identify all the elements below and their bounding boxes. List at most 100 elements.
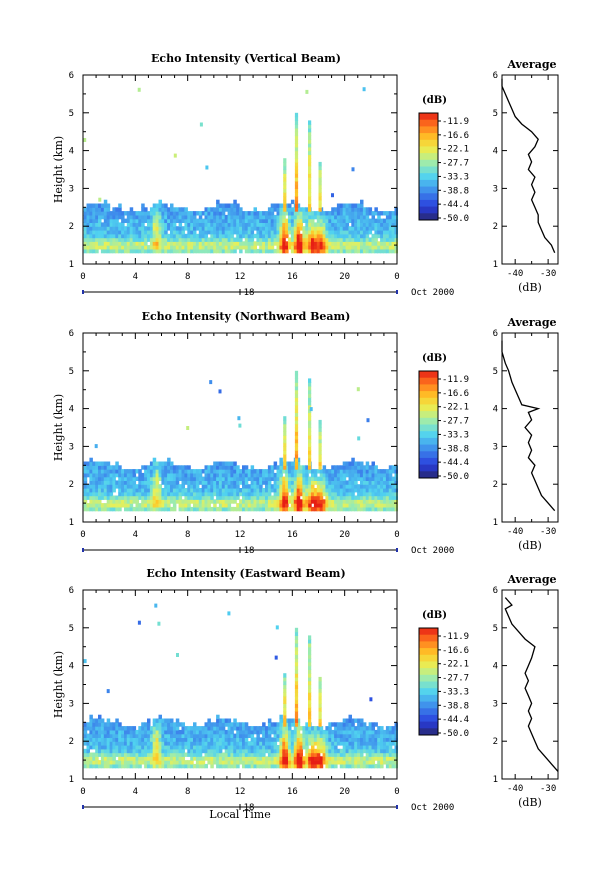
heatmap-cell xyxy=(118,226,122,231)
heatmap-cell xyxy=(250,760,255,765)
heatmap-cell xyxy=(273,722,278,727)
profile-x-axis-label: (dB) xyxy=(518,281,542,294)
heatmap-cell xyxy=(247,488,252,493)
heatmap-cell xyxy=(170,207,174,212)
heatmap-cell xyxy=(360,233,364,239)
heatmap-cell xyxy=(132,211,137,216)
heatmap-cell xyxy=(319,756,324,761)
heatmap-cell xyxy=(89,756,93,761)
heatmap-cell xyxy=(276,756,280,761)
heatmap-cell xyxy=(357,222,361,227)
heatmap-cell xyxy=(135,741,139,746)
heatmap-cell xyxy=(112,760,116,765)
heatmap-cell xyxy=(132,488,137,493)
heatmap-cell xyxy=(216,726,220,731)
heatmap-cell xyxy=(213,499,217,504)
heatmap-cell xyxy=(204,222,208,227)
heatmap-cell xyxy=(316,495,321,500)
heatmap-cell xyxy=(290,245,295,250)
heatmap-cell xyxy=(210,737,214,742)
heatmap-cell xyxy=(276,207,280,212)
heatmap-cell xyxy=(334,222,338,227)
heatmap-cell xyxy=(360,226,364,231)
heatmap-cell xyxy=(92,465,96,470)
heatmap-cell xyxy=(198,491,203,497)
heatmap-cell xyxy=(135,484,139,489)
heatmap-cell xyxy=(210,233,214,239)
heatmap-cell xyxy=(308,707,312,712)
heatmap-cell xyxy=(339,469,344,474)
heatmap-cell xyxy=(345,491,350,497)
heatmap-cell xyxy=(331,214,335,220)
heatmap-cell xyxy=(187,737,191,742)
heatmap-cell xyxy=(216,760,220,765)
heatmap-cell xyxy=(167,760,171,765)
heatmap-cell xyxy=(371,729,375,735)
profile-x-axis-label: (dB) xyxy=(518,539,542,552)
heatmap-cell xyxy=(357,741,361,746)
x-tick-label: 20 xyxy=(339,272,350,282)
heatmap-cell xyxy=(259,480,263,485)
colorbar-segment xyxy=(419,417,438,425)
heatmap-cell xyxy=(308,646,312,652)
heatmap-cell xyxy=(305,226,309,231)
heatmap-cell xyxy=(342,211,347,216)
profile-y-tick-label: 4 xyxy=(493,405,498,415)
heatmap-cell xyxy=(339,233,344,239)
heatmap-cell xyxy=(262,488,266,493)
heatmap-cell xyxy=(242,745,246,750)
heatmap-cell xyxy=(293,248,298,254)
heatmap-cell xyxy=(103,218,108,223)
heatmap-cell xyxy=(270,241,275,246)
heatmap-cell xyxy=(244,748,249,754)
heatmap-cell xyxy=(167,469,171,474)
heatmap-cell xyxy=(221,472,226,478)
heatmap-cell xyxy=(132,726,137,731)
heatmap-cell xyxy=(205,165,209,170)
heatmap-cell xyxy=(308,665,312,670)
heatmap-cell xyxy=(331,503,335,508)
heatmap-cell xyxy=(383,233,387,239)
heatmap-cell xyxy=(92,214,96,220)
heatmap-cell xyxy=(103,222,108,227)
heatmap-cell xyxy=(98,760,102,765)
heatmap-cell xyxy=(233,245,237,250)
heatmap-cell xyxy=(89,484,93,489)
heatmap-cell xyxy=(221,752,226,757)
heatmap-cell xyxy=(158,472,162,478)
heatmap-cell xyxy=(195,245,200,250)
heatmap-cell xyxy=(242,741,246,746)
heatmap-cell xyxy=(221,729,226,735)
heatmap-cell xyxy=(109,488,114,493)
heatmap-cell xyxy=(141,226,145,231)
heatmap-cell xyxy=(316,484,321,489)
heatmap-cell xyxy=(302,465,306,470)
heatmap-cell xyxy=(313,476,318,481)
date-label: Oct 2000 xyxy=(411,546,454,556)
heatmap-cell xyxy=(305,499,309,504)
heatmap-cell xyxy=(170,465,174,470)
heatmap-cell xyxy=(230,756,234,761)
heatmap-cell xyxy=(262,752,266,757)
heatmap-cell xyxy=(242,503,246,508)
heatmap-cell xyxy=(100,461,105,466)
colorbar-segment xyxy=(419,641,438,649)
heatmap-cell xyxy=(374,763,378,769)
heatmap-cell xyxy=(365,763,370,769)
heatmap-cell xyxy=(342,503,347,508)
heatmap-cell xyxy=(170,752,174,757)
heatmap-cell xyxy=(83,138,87,142)
heatmap-cell xyxy=(98,726,102,731)
heatmap-cell xyxy=(184,226,188,231)
heatmap-cell xyxy=(167,726,171,731)
heatmap-cell xyxy=(193,763,197,769)
heatmap-cell xyxy=(368,226,373,231)
heatmap-cell xyxy=(115,472,119,478)
heatmap-cell xyxy=(124,760,128,765)
y-tick-label: 4 xyxy=(69,147,74,157)
heatmap-cell xyxy=(294,382,299,387)
heatmap-cell xyxy=(126,488,131,493)
heatmap-cell xyxy=(305,476,309,481)
heatmap-cell xyxy=(124,488,128,493)
heatmap-cell xyxy=(115,214,119,220)
